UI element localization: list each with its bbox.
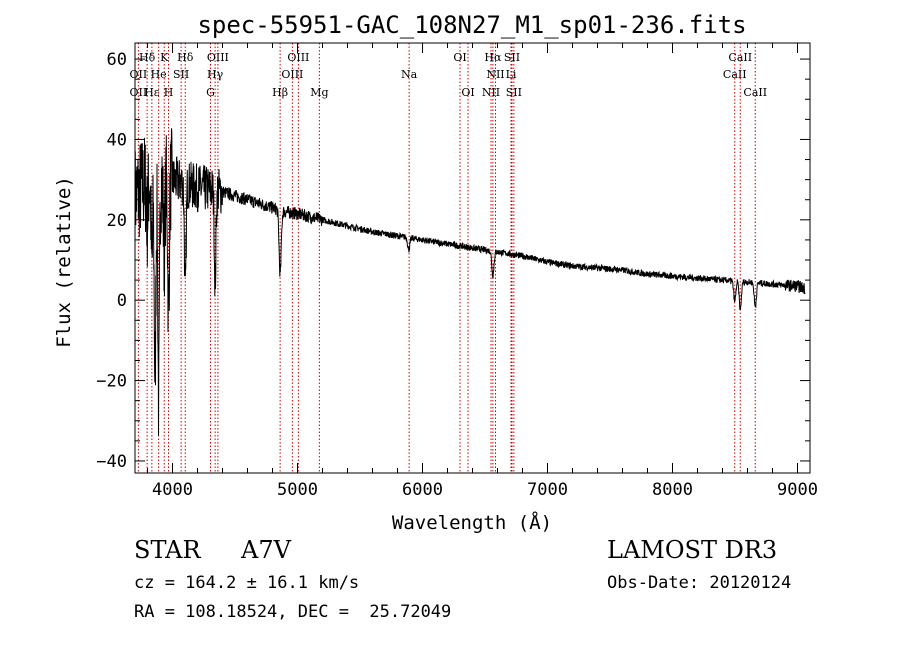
y-tick-label: 20 <box>107 211 127 231</box>
line-label: OIII <box>281 68 303 81</box>
spectrum-series <box>134 128 806 436</box>
survey-name: LAMOST DR3 <box>607 536 778 564</box>
line-label: OII <box>130 86 148 99</box>
redshift-readout: cz = 164.2 ± 16.1 km/s <box>134 573 360 593</box>
x-tick-label: 6000 <box>402 480 443 500</box>
chart-title: spec-55951-GAC_108N27_M1_sp01-236.fits <box>197 11 746 39</box>
line-label: H <box>164 86 174 99</box>
axis-ticks: 4000 5000 6000 7000 8000 9000 −40 −20 0 20 40 60 <box>96 43 818 500</box>
line-label: SII <box>506 86 522 99</box>
x-axis-label: Wavelength (Å) <box>392 511 552 534</box>
y-tick-label: −40 <box>96 452 127 472</box>
line-label: G <box>206 86 215 99</box>
line-label: Hδ <box>177 51 194 64</box>
obs-date: Obs-Date: 20120124 <box>607 573 792 593</box>
coordinates: RA = 108.18524, DEC = 25.72049 <box>134 602 452 622</box>
line-label: OI <box>453 51 466 64</box>
line-label: Hβ <box>272 86 288 99</box>
line-label: CaII <box>723 68 747 81</box>
marker-lines <box>137 43 756 473</box>
line-label: He <box>151 68 167 81</box>
y-axis-label: Flux (relative) <box>53 176 75 348</box>
plot-frame <box>134 42 811 474</box>
x-tick-label: 5000 <box>277 480 318 500</box>
x-tick-label: 9000 <box>777 480 818 500</box>
line-label: CaII <box>728 51 752 64</box>
line-label: OII <box>130 68 148 81</box>
object-subclass: A7V <box>241 536 291 564</box>
line-label: OIII <box>207 51 229 64</box>
line-label: Hε <box>144 86 160 99</box>
line-label: Mg <box>310 86 328 99</box>
y-tick-label: 0 <box>117 291 127 311</box>
line-label: OI <box>461 86 474 99</box>
x-tick-label: 7000 <box>527 480 568 500</box>
object-class: STAR <box>134 536 201 564</box>
x-tick-label: 8000 <box>652 480 693 500</box>
x-tick-label: 4000 <box>152 480 193 500</box>
line-label: CaII <box>743 86 767 99</box>
line-label: SII <box>173 68 189 81</box>
line-label: Na <box>401 68 418 81</box>
line-label: NII <box>486 68 504 81</box>
line-label: OIII <box>287 51 309 64</box>
line-label: SII <box>504 51 520 64</box>
line-label: Hδ <box>139 51 156 64</box>
y-tick-label: 40 <box>107 130 127 150</box>
line-label: Hγ <box>207 68 224 81</box>
y-tick-label: 60 <box>107 50 127 70</box>
line-label: NII <box>482 86 500 99</box>
line-label: Hα <box>484 51 502 64</box>
y-tick-label: −20 <box>96 372 127 392</box>
line-label: Li <box>506 68 517 81</box>
line-label: K <box>160 51 169 64</box>
